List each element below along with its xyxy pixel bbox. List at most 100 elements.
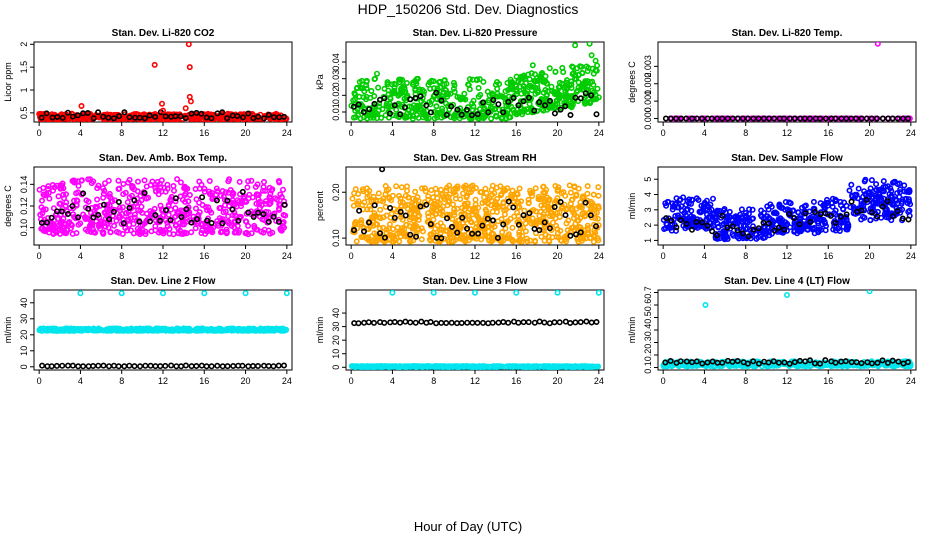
data-point-hourly [510,95,517,102]
data-point-hourly [182,115,189,122]
data-point-all [569,101,576,108]
data-point-all [776,218,783,225]
x-tick-label: 4 [78,128,83,138]
data-point-all [573,75,580,82]
data-point-all [493,113,500,120]
y-tick-label: 0.003 [643,55,653,78]
data-point-all [54,215,61,222]
data-point-hourly [265,362,272,369]
data-point-all [569,71,576,78]
data-point-all [71,197,78,204]
data-point-hourly [110,115,117,122]
data-point-all [195,325,202,332]
data-point-hourly [265,111,272,118]
data-point-all [554,187,561,194]
data-point-all [551,104,558,111]
data-point-all [96,221,103,228]
data-point-hourly [662,115,669,122]
data-point-all [219,327,226,334]
data-point-all [589,78,596,85]
data-point-all [238,200,245,207]
data-point-hourly [688,226,695,233]
data-point-all [413,80,420,87]
x-tick-label: 0 [37,128,42,138]
data-point-hourly [224,363,231,370]
data-point-all [130,220,137,227]
data-point-outliers [78,103,85,110]
data-point-hourly [194,216,201,223]
data-point-all [404,201,411,208]
data-point-hourly [781,226,788,233]
data-point-all [776,203,783,210]
data-point-hourly [551,110,558,117]
data-point-all [794,230,801,237]
data-point-all [544,200,551,207]
data-point-hourly [577,319,584,326]
data-point-hourly [858,207,865,214]
data-point-all [63,230,70,237]
data-point-hourly [280,113,287,120]
y-tick-label: 1 [19,87,29,92]
data-point-hourly [500,109,507,116]
data-point-hourly [152,113,159,120]
data-point-all [389,226,396,233]
data-point-all [901,182,908,189]
data-point-hourly [719,212,726,219]
data-point-all [454,93,461,100]
data-point-hourly [239,362,246,369]
data-point-all [276,326,283,333]
data-point-hourly [593,111,600,118]
data-point-hourly [376,230,383,237]
data-point-all [529,193,536,200]
data-point-all [518,79,525,86]
data-point-all [460,219,467,226]
data-point-all [406,216,413,223]
data-point-all [116,185,123,192]
data-point-hourly [889,115,896,122]
data-point-all [546,238,553,245]
x-tick-label: 16 [823,128,833,138]
data-point-hourly [213,197,220,204]
data-point-all [387,94,394,101]
data-point-all [394,224,401,231]
data-point-hourly [355,101,362,108]
data-point-all [861,178,868,185]
data-point-all [539,70,546,77]
data-point-all [138,197,145,204]
data-point-hourly [64,109,71,116]
data-point-hourly [360,109,367,116]
data-point-all [581,100,588,107]
data-point-hourly [74,112,81,119]
data-point-hourly [391,214,398,221]
y-tick-label: 0.04 [331,53,341,71]
data-point-all [569,196,576,203]
data-point-all [562,87,569,94]
data-point-all [57,230,64,237]
data-point-all [553,222,560,229]
data-point-all [684,198,691,205]
data-point-all [244,327,251,334]
data-point-all [575,84,582,91]
data-point-hourly [157,363,164,370]
x-tick-label: 4 [702,251,707,261]
data-point-hourly [95,362,102,369]
data-point-all [275,205,282,212]
data-point-outliers [572,42,579,49]
x-axis-label: Hour of Day (UTC) [414,519,522,534]
data-point-all [897,186,904,193]
data-point-all [677,196,684,203]
data-point-hourly [438,319,445,326]
data-point-all [667,224,674,231]
data-point-all [525,71,532,78]
data-point-all [62,202,69,209]
data-point-hourly [693,219,700,226]
data-point-all [400,230,407,237]
points-temp [662,42,913,122]
data-point-all [181,185,188,192]
data-point-all [480,115,487,122]
plot-frame [657,41,917,123]
y-tick-label: 20 [19,330,29,340]
data-point-all [242,197,249,204]
data-point-hourly [417,203,424,210]
x-tick-label: 0 [37,251,42,261]
